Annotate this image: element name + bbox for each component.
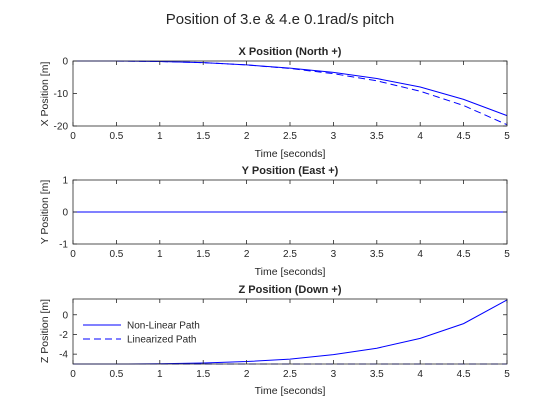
x-tick-label: 4.5 <box>457 249 471 260</box>
x-tick-label: 5 <box>504 131 510 142</box>
x-axis-label: Time [seconds] <box>255 266 326 278</box>
subplot-y-position: Y Position (East +) Time [seconds] Y Pos… <box>39 165 510 278</box>
plot-area: 0 0.5 1 1.5 2 2.5 3 3.5 4 4.5 5 0 -10 -20 <box>54 57 511 143</box>
x-tick-label: 5 <box>504 369 510 380</box>
x-tick-label: 0 <box>70 131 76 142</box>
subplot-title: X Position (North +) <box>239 46 342 58</box>
x-tick-label: 0.5 <box>109 131 123 142</box>
x-tick-label: 1 <box>157 369 163 380</box>
legend-label: Non-Linear Path <box>127 321 200 332</box>
x-tick-label: 2.5 <box>283 131 297 142</box>
y-tick-label: -10 <box>54 89 69 100</box>
x-tick-label: 1.5 <box>196 369 210 380</box>
x-tick-label: 3 <box>331 369 337 380</box>
x-tick-label: 0.5 <box>109 249 123 260</box>
y-tick-label: 0 <box>62 310 68 321</box>
x-tick-label: 2.5 <box>283 249 297 260</box>
subplot-x-position: X Position (North +) Time [seconds] X Po… <box>39 46 510 160</box>
y-axis-label: Z Position [m] <box>39 299 51 363</box>
series-line-solid <box>73 299 508 365</box>
figure-title: Position of 3.e & 4.e 0.1rad/s pitch <box>166 11 394 28</box>
x-tick-label: 0.5 <box>109 369 123 380</box>
subplot-title: Y Position (East +) <box>242 165 339 177</box>
plot-area: 0 0.5 1 1.5 2 2.5 3 3.5 4 4.5 5 0 -2 -4 Non-Linear Pat… <box>59 298 510 380</box>
y-axis-label: Y Position [m] <box>39 180 51 245</box>
subplot-title: Z Position (Down +) <box>239 284 342 296</box>
y-tick-label: 0 <box>62 208 68 219</box>
x-tick-label: 0 <box>70 249 76 260</box>
x-tick-label: 4 <box>417 369 423 380</box>
series-line-solid <box>72 60 508 117</box>
subplot-z-position: Z Position (Down +) Time [seconds] Z Pos… <box>39 284 510 397</box>
x-tick-label: 0 <box>70 369 76 380</box>
y-tick-label: -2 <box>59 330 68 341</box>
y-tick-label: 1 <box>62 176 68 187</box>
x-tick-label: 2 <box>244 249 250 260</box>
x-tick-label: 3 <box>331 249 337 260</box>
x-tick-label: 3.5 <box>370 131 384 142</box>
legend-label: Linearized Path <box>127 335 197 346</box>
x-tick-label: 1 <box>157 131 163 142</box>
x-tick-label: 1.5 <box>196 131 210 142</box>
y-axis-label: X Position [m] <box>39 62 51 127</box>
x-tick-label: 4 <box>417 131 423 142</box>
x-tick-label: 5 <box>504 249 510 260</box>
y-tick-label: -1 <box>59 240 68 251</box>
x-tick-label: 4.5 <box>457 369 471 380</box>
plot-area: 0 0.5 1 1.5 2 2.5 3 3.5 4 4.5 510-1 <box>59 176 510 261</box>
x-tick-label: 3.5 <box>370 249 384 260</box>
x-axis-label: Time [seconds] <box>255 148 326 160</box>
x-tick-label: 3 <box>331 131 337 142</box>
x-tick-label: 2 <box>244 131 250 142</box>
y-tick-label: 0 <box>62 57 68 68</box>
x-tick-label: 4.5 <box>457 131 471 142</box>
x-tick-label: 1 <box>157 249 163 260</box>
x-tick-label: 2 <box>244 369 250 380</box>
x-tick-label: 3.5 <box>370 369 384 380</box>
x-axis-label: Time [seconds] <box>255 385 326 397</box>
x-tick-label: 4 <box>417 249 423 260</box>
x-tick-label: 2.5 <box>283 369 297 380</box>
y-tick-label: -4 <box>59 350 68 361</box>
y-tick-label: -20 <box>54 122 69 133</box>
x-tick-label: 1.5 <box>196 249 210 260</box>
